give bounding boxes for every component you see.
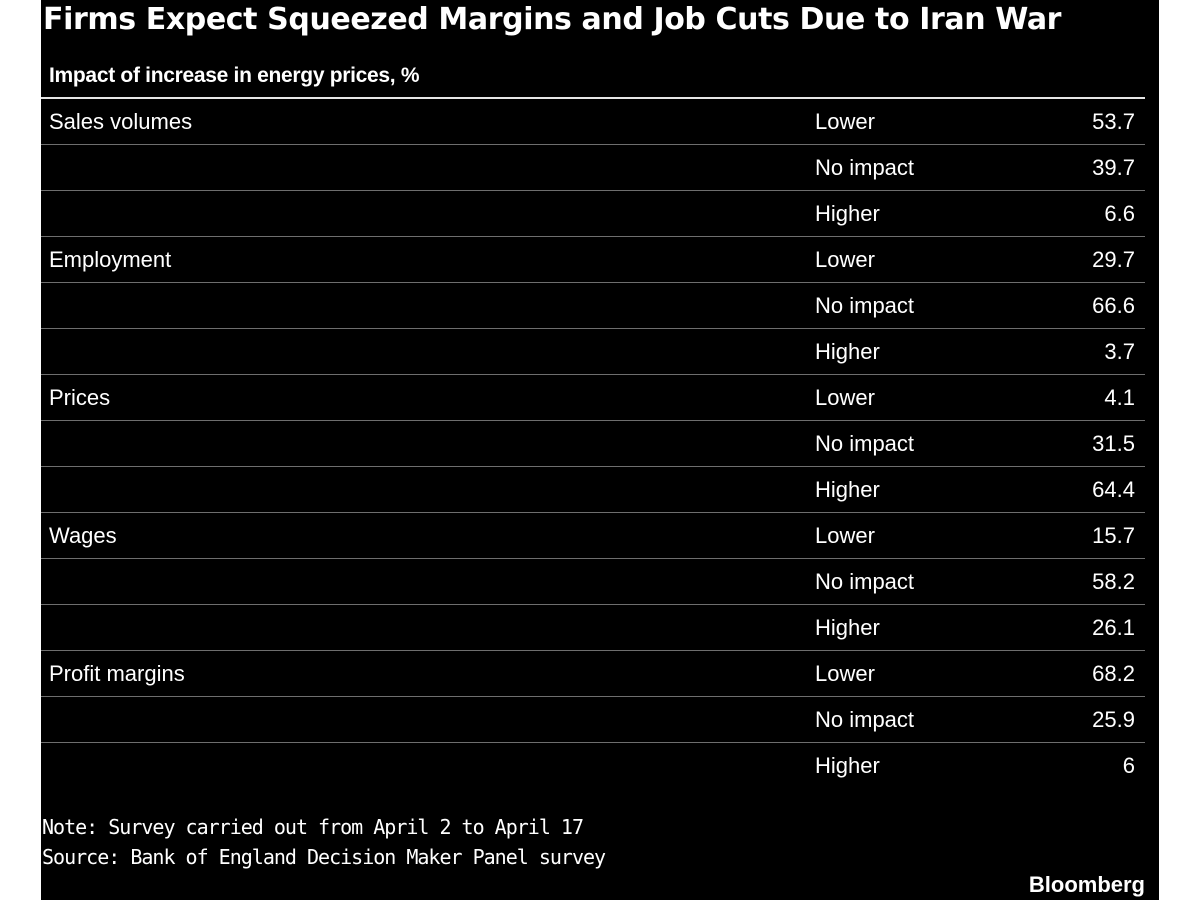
row-impact: Higher [815,201,880,226]
table-row: Employment Lower 29.7 [41,237,1145,283]
row-value: 25.9 [1092,707,1135,732]
row-impact: Higher [815,339,880,364]
chart-subtitle: Impact of increase in energy prices, % [49,64,420,87]
table-row: No impact 39.7 [41,145,1145,191]
row-category: Sales volumes [49,109,193,134]
row-value: 58.2 [1092,569,1135,594]
row-value: 31.5 [1092,431,1135,456]
bloomberg-logo: Bloomberg [1028,872,1145,897]
table-row: Higher 3.7 [41,329,1145,375]
row-value: 66.6 [1092,293,1135,318]
row-impact: No impact [815,293,915,318]
row-impact: Lower [815,385,875,410]
table-row: Higher 6 [41,743,1145,788]
row-value: 6 [1122,753,1135,778]
table-row: Higher 6.6 [41,191,1145,237]
table-row: Profit margins Lower 68.2 [41,651,1145,697]
row-category: Prices [49,385,111,410]
row-value: 53.7 [1092,109,1135,134]
note-text: Note: Survey carried out from April 2 to… [42,815,584,839]
footnotes: Note: Survey carried out from April 2 to… [42,812,606,872]
row-impact: Higher [815,477,880,502]
row-category: Employment [49,247,172,272]
row-category: Wages [49,523,117,548]
table-row: Higher 26.1 [41,605,1145,651]
row-value: 26.1 [1092,615,1135,640]
row-value: 68.2 [1092,661,1135,686]
row-impact: No impact [815,155,915,180]
chart-title: Firms Expect Squeezed Margins and Job Cu… [43,2,1062,37]
row-impact: No impact [815,569,915,594]
table-row: No impact 58.2 [41,559,1145,605]
row-impact: Lower [815,247,875,272]
table-row: Prices Lower 4.1 [41,375,1145,421]
row-value: 4.1 [1104,385,1135,410]
row-impact: Higher [815,615,880,640]
row-value: 3.7 [1104,339,1135,364]
row-value: 64.4 [1092,477,1135,502]
row-impact: Higher [815,753,880,778]
row-value: 39.7 [1092,155,1135,180]
row-value: 29.7 [1092,247,1135,272]
table-row: Sales volumes Lower 53.7 [41,99,1145,145]
row-impact: Lower [815,523,875,548]
source-text: Source: Bank of England Decision Maker P… [42,845,606,869]
row-category: Profit margins [49,661,185,686]
row-impact: Lower [815,109,875,134]
table-row: Wages Lower 15.7 [41,513,1145,559]
row-value: 6.6 [1104,201,1135,226]
row-impact: No impact [815,431,915,456]
row-impact: Lower [815,661,875,686]
row-value: 15.7 [1092,523,1135,548]
row-impact: No impact [815,707,915,732]
data-table: Sales volumes Lower 53.7 No impact 39.7 Highe… [41,97,1145,788]
table-row: No impact 66.6 [41,283,1145,329]
table-row: No impact 25.9 [41,697,1145,743]
chart-panel: Firms Expect Squeezed Margins and Job Cu… [41,0,1159,900]
table-row: Higher 64.4 [41,467,1145,513]
table-row: No impact 31.5 [41,421,1145,467]
